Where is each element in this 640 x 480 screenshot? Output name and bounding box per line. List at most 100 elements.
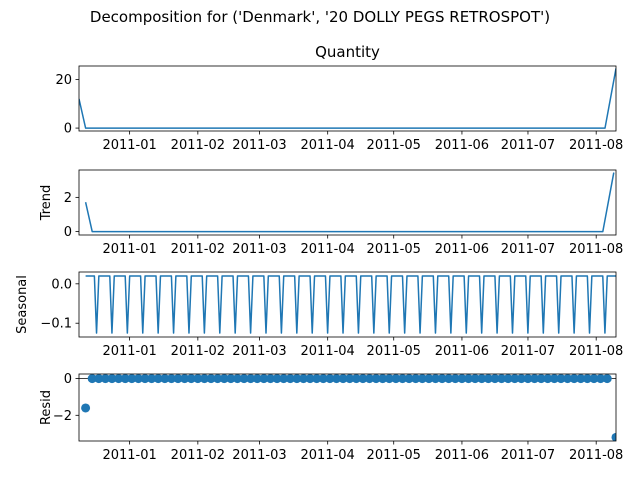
quantity-xtick-label: 2011-02 (171, 138, 225, 153)
resid-point (417, 374, 427, 384)
quantity-xtick-label: 2011-08 (569, 138, 623, 153)
resid-point (318, 374, 328, 384)
resid-point (345, 374, 355, 384)
resid-point (285, 374, 295, 384)
resid-point (226, 374, 236, 384)
seasonal-ylabel: Seasonal (15, 275, 30, 334)
resid-point (516, 374, 526, 384)
resid-point (133, 374, 143, 384)
resid-point (219, 374, 229, 384)
resid-point (378, 374, 388, 384)
resid-point (404, 374, 414, 384)
trend-xtick-label: 2011-02 (171, 242, 225, 257)
trend-xtick-label: 2011-01 (102, 242, 156, 257)
seasonal-xtick-label: 2011-02 (171, 344, 225, 359)
trend-ylabel: Trend (39, 185, 54, 222)
resid-point (497, 374, 507, 384)
trend-ytick-label: 0 (64, 225, 72, 240)
seasonal-axes-frame (78, 271, 617, 338)
resid-point (457, 374, 467, 384)
resid-point (503, 374, 513, 384)
resid-plot-area (79, 374, 616, 441)
quantity-plot-area (79, 68, 616, 129)
resid-point (94, 374, 104, 384)
resid-point (483, 374, 493, 384)
quantity-xtick-label: 2011-05 (367, 138, 421, 153)
resid-point (470, 374, 480, 384)
resid-point (549, 374, 559, 384)
resid-point (563, 374, 573, 384)
resid-point (391, 374, 401, 384)
seasonal-xtick-label: 2011-07 (501, 344, 555, 359)
resid-point (213, 374, 223, 384)
resid-point (120, 374, 130, 384)
resid-point (602, 374, 612, 384)
seasonal-ytick-label: −0.1 (40, 317, 72, 332)
resid-xtick-label: 2011-05 (367, 448, 421, 463)
quantity-title: Quantity (315, 43, 380, 61)
trend-xtick-label: 2011-05 (367, 242, 421, 257)
trend-plot-area (84, 172, 615, 233)
seasonal-xtick-label: 2011-03 (232, 344, 286, 359)
resid-point (206, 374, 216, 384)
resid-xtick-label: 2011-07 (501, 448, 555, 463)
resid-point (252, 374, 262, 384)
resid-point (556, 374, 566, 384)
resid-point (490, 374, 500, 384)
resid-point (424, 374, 434, 384)
quantity-series-line (79, 68, 616, 129)
resid-point (239, 374, 249, 384)
quantity-axes-frame (78, 65, 617, 132)
resid-point (193, 374, 203, 384)
resid-point (173, 374, 183, 384)
resid-xtick-label: 2011-06 (435, 448, 489, 463)
resid-point (384, 374, 394, 384)
resid-point (437, 374, 447, 384)
resid-ylabel: Resid (39, 390, 54, 425)
resid-point (398, 374, 408, 384)
resid-point (582, 374, 592, 384)
resid-point (100, 374, 110, 384)
resid-point (543, 374, 553, 384)
resid-point (180, 374, 190, 384)
resid-xtick-label: 2011-02 (171, 448, 225, 463)
resid-point (331, 374, 341, 384)
resid-xtick-label: 2011-04 (301, 448, 355, 463)
resid-point (523, 374, 533, 384)
resid-panel: 0 −2 2011-01 2011-02 2011-03 2011-04 2011-05 20… (39, 372, 623, 463)
trend-xtick-label: 2011-08 (569, 242, 623, 257)
resid-point (292, 374, 302, 384)
trend-axes-frame (78, 169, 617, 236)
resid-point (305, 374, 315, 384)
resid-point (351, 374, 361, 384)
resid-ytick-label: −2 (53, 409, 72, 424)
quantity-ytick-label: 0 (64, 122, 72, 137)
resid-point (510, 374, 520, 384)
resid-point (312, 374, 322, 384)
resid-point (596, 374, 606, 384)
resid-point (140, 374, 150, 384)
resid-point (371, 374, 381, 384)
resid-point (530, 374, 540, 384)
trend-xtick-label: 2011-03 (232, 242, 286, 257)
figure-suptitle: Decomposition for ('Denmark', '20 DOLLY … (90, 8, 550, 26)
resid-point (536, 374, 546, 384)
seasonal-xtick-label: 2011-06 (435, 344, 489, 359)
seasonal-series-line (85, 275, 616, 334)
resid-point (450, 374, 460, 384)
resid-point-outlier (81, 403, 91, 413)
quantity-xtick-label: 2011-07 (501, 138, 555, 153)
resid-point (589, 374, 599, 384)
resid-point (246, 374, 256, 384)
quantity-xtick-label: 2011-01 (102, 138, 156, 153)
resid-point (265, 374, 275, 384)
trend-panel: 0 2 2011-01 2011-02 2011-03 2011-04 2011-05 201… (39, 169, 623, 257)
resid-point (160, 374, 170, 384)
seasonal-xtick-label: 2011-01 (102, 344, 156, 359)
resid-point (127, 374, 137, 384)
resid-point-outlier (611, 432, 616, 441)
resid-point (199, 374, 209, 384)
resid-xtick-label: 2011-08 (569, 448, 623, 463)
quantity-xtick-label: 2011-04 (301, 138, 355, 153)
